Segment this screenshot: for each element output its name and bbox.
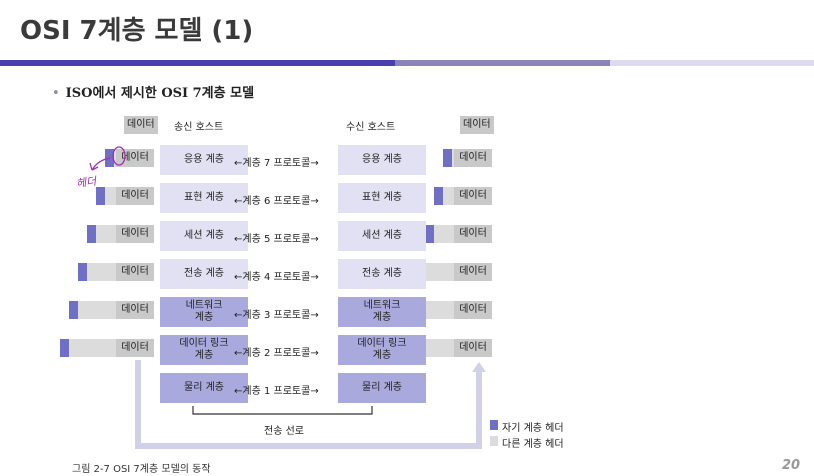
protocol-label: 계층 1 프로토콜 [242, 386, 311, 397]
data-block: 데이터 [116, 263, 154, 281]
receiver-layer-3: 네트워크 계층 [338, 297, 426, 327]
sender-layer-4: 전송 계층 [160, 259, 248, 289]
own-header-block [69, 301, 78, 319]
slide-title: OSI 7계층 모델 (1) [20, 16, 254, 46]
handwritten-note: 헤더 [75, 174, 98, 191]
protocol-label: 계층 6 프로토콜 [242, 196, 311, 207]
arrow-left-icon: ← [234, 386, 243, 397]
arrow-left-icon: ← [234, 348, 243, 359]
arrow-right-icon: → [310, 310, 319, 321]
protocol-label: 계층 5 프로토콜 [242, 234, 311, 245]
legend-own-swatch [490, 420, 498, 430]
medium-label: 전송 선로 [264, 426, 304, 437]
receiver-layer-1: 물리 계층 [338, 373, 426, 403]
arrow-right-icon: → [310, 348, 319, 359]
medium-line [192, 406, 373, 415]
arrow-right-icon: → [310, 158, 319, 169]
receiver-layer-6: 표현 계층 [338, 183, 426, 213]
sender-layer-2: 데이터 링크 계층 [160, 335, 248, 365]
handwritten-arrowhead [89, 162, 99, 171]
protocol-label: 계층 7 프로토콜 [242, 158, 311, 169]
sender-layer-3: 네트워크 계층 [160, 297, 248, 327]
protocol-label: 계층 4 프로토콜 [242, 272, 311, 283]
receiver-packet-layer-3: 데이터 [407, 301, 492, 319]
sender-host-label: 송신 호스트 [174, 122, 224, 133]
protocol-layer-4: ←계층 4 프로토콜→ [234, 268, 319, 283]
title-underline-mid [395, 60, 610, 66]
arrow-right-icon: → [310, 386, 319, 397]
handwritten-circle [112, 146, 126, 166]
data-block: 데이터 [454, 225, 492, 243]
data-block: 데이터 [454, 301, 492, 319]
arrow-left-icon: ← [234, 158, 243, 169]
arrow-right-icon: → [310, 196, 319, 207]
handwritten-arrow [91, 157, 111, 171]
own-header-block [60, 339, 69, 357]
protocol-layer-6: ←계층 6 프로토콜→ [234, 192, 319, 207]
figure-caption: 그림 2-7 OSI 7계층 모델의 동작 [72, 464, 211, 475]
top-data-right: 데이터 [460, 116, 494, 134]
sender-layer-6: 표현 계층 [160, 183, 248, 213]
protocol-label: 계층 2 프로토콜 [242, 348, 311, 359]
sender-packet-layer-3: 데이터 [69, 301, 154, 319]
data-block: 데이터 [116, 149, 154, 167]
own-header-block [78, 263, 87, 281]
protocol-layer-2: ←계층 2 프로토콜→ [234, 344, 319, 359]
data-block: 데이터 [454, 187, 492, 205]
arrow-left-icon: ← [234, 310, 243, 321]
protocol-label: 계층 3 프로토콜 [242, 310, 311, 321]
receiver-packet-layer-6: 데이터 [434, 187, 492, 205]
own-header-block [87, 225, 96, 243]
data-block: 데이터 [116, 187, 154, 205]
receiver-packet-layer-5: 데이터 [425, 225, 492, 243]
sender-layer-5: 세션 계층 [160, 221, 248, 251]
receiver-packet-layer-7: 데이터 [443, 149, 492, 167]
return-arrowhead [472, 362, 486, 372]
bullet-dot: • [52, 86, 60, 101]
own-header-block [96, 187, 105, 205]
return-path [135, 360, 482, 449]
protocol-layer-7: ←계층 7 프로토콜→ [234, 154, 319, 169]
arrow-left-icon: ← [234, 196, 243, 207]
title-underline-light [610, 60, 814, 66]
bullet-point: • ISO에서 제시한 OSI 7계층 모델 [52, 82, 254, 101]
data-block: 데이터 [454, 149, 492, 167]
receiver-layer-2: 데이터 링크 계층 [338, 335, 426, 365]
data-block: 데이터 [454, 263, 492, 281]
arrow-left-icon: ← [234, 234, 243, 245]
receiver-layer-4: 전송 계층 [338, 259, 426, 289]
own-header-block [443, 149, 452, 167]
protocol-layer-1: ←계층 1 프로토콜→ [234, 382, 319, 397]
data-block: 데이터 [116, 225, 154, 243]
protocol-layer-5: ←계층 5 프로토콜→ [234, 230, 319, 245]
protocol-layer-3: ←계층 3 프로토콜→ [234, 306, 319, 321]
own-header-block [434, 187, 443, 205]
receiver-layer-5: 세션 계층 [338, 221, 426, 251]
sender-layer-1: 물리 계층 [160, 373, 248, 403]
sender-packet-layer-4: 데이터 [78, 263, 154, 281]
data-block: 데이터 [454, 339, 492, 357]
arrow-right-icon: → [310, 234, 319, 245]
sender-packet-layer-6: 데이터 [96, 187, 154, 205]
legend-other-label: 다른 계층 헤더 [502, 439, 564, 450]
title-underline-dark [0, 60, 395, 66]
legend-other-swatch [490, 436, 498, 446]
page-number: 20 [782, 458, 801, 473]
legend-own-label: 자기 계층 헤더 [502, 423, 564, 434]
arrow-right-icon: → [310, 272, 319, 283]
data-block: 데이터 [116, 301, 154, 319]
sender-packet-layer-2: 데이터 [60, 339, 154, 357]
arrow-left-icon: ← [234, 272, 243, 283]
sender-layer-7: 응용 계층 [160, 145, 248, 175]
data-block: 데이터 [116, 339, 154, 357]
sender-packet-layer-5: 데이터 [87, 225, 154, 243]
top-data-left: 데이터 [124, 116, 158, 134]
own-header-block [425, 225, 434, 243]
receiver-host-label: 수신 호스트 [346, 122, 396, 133]
bullet-text: ISO에서 제시한 OSI 7계층 모델 [65, 86, 255, 101]
receiver-layer-7: 응용 계층 [338, 145, 426, 175]
